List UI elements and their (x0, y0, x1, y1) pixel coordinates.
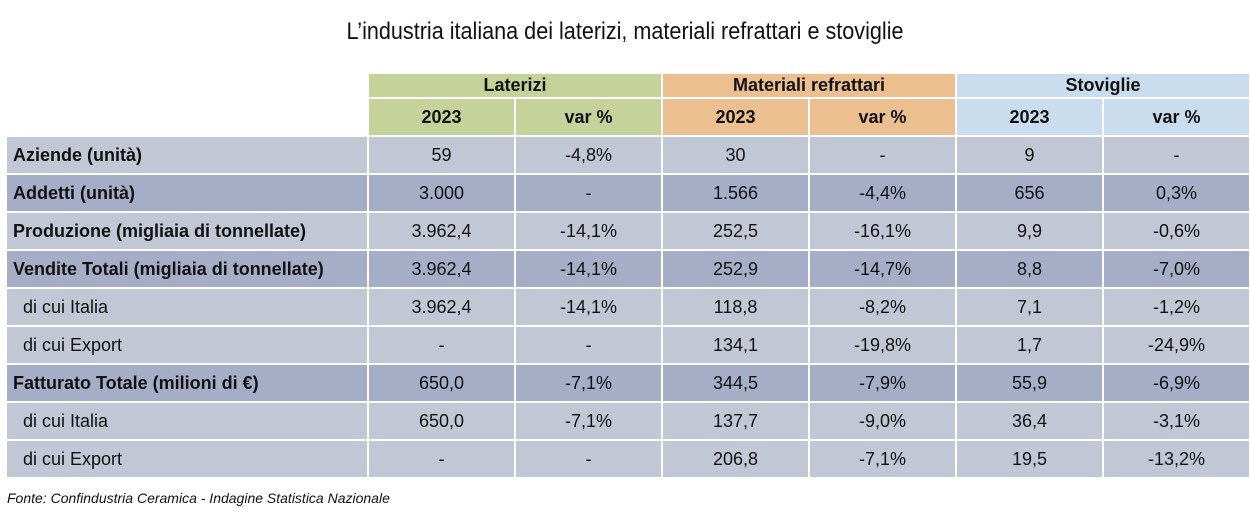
table-cell: -8,2% (810, 289, 955, 325)
row-label: Fatturato Totale (milioni di €) (7, 365, 367, 401)
row-label: di cui Italia (7, 289, 367, 325)
row-label: Addetti (unità) (7, 175, 367, 211)
table-cell: -13,2% (1104, 441, 1249, 477)
table-cell: 3.962,4 (369, 213, 514, 249)
table-cell: - (369, 441, 514, 477)
table-cell: -14,7% (810, 251, 955, 287)
table-cell: 252,9 (663, 251, 808, 287)
year-header: 2023 (369, 99, 514, 135)
table-cell: 3.962,4 (369, 289, 514, 325)
var-header: var % (516, 99, 661, 135)
table-cell: 252,5 (663, 213, 808, 249)
row-label: Vendite Totali (migliaia di tonnellate) (7, 251, 367, 287)
table-cell: 30 (663, 137, 808, 173)
table-cell: -7,1% (810, 441, 955, 477)
year-header: 2023 (957, 99, 1102, 135)
var-header: var % (810, 99, 955, 135)
table-cell: 656 (957, 175, 1102, 211)
table-cell: -7,1% (516, 365, 661, 401)
table-cell: -16,1% (810, 213, 955, 249)
table-cell: 19,5 (957, 441, 1102, 477)
table-cell: 0,3% (1104, 175, 1249, 211)
row-label: Aziende (unità) (7, 137, 367, 173)
table-cell: -4,4% (810, 175, 955, 211)
table-cell: 59 (369, 137, 514, 173)
table-cell: - (516, 327, 661, 363)
table-cell: - (369, 327, 514, 363)
table-cell: -7,0% (1104, 251, 1249, 287)
table-cell: -14,1% (516, 213, 661, 249)
table-cell: 8,8 (957, 251, 1102, 287)
table-cell: -14,1% (516, 251, 661, 287)
group-header: Stoviglie (957, 74, 1249, 97)
table-cell: 9 (957, 137, 1102, 173)
table-cell: -0,6% (1104, 213, 1249, 249)
table-cell: 137,7 (663, 403, 808, 439)
table-cell: 344,5 (663, 365, 808, 401)
table-cell: 55,9 (957, 365, 1102, 401)
table-cell: 118,8 (663, 289, 808, 325)
table-cell: 1.566 (663, 175, 808, 211)
table-cell: -7,9% (810, 365, 955, 401)
table-cell: 3.000 (369, 175, 514, 211)
row-label: di cui Export (7, 441, 367, 477)
source-note: Fonte: Confindustria Ceramica - Indagine… (7, 490, 390, 506)
group-header: Materiali refrattari (663, 74, 955, 97)
table-cell: -19,8% (810, 327, 955, 363)
var-header: var % (1104, 99, 1249, 135)
row-label: Produzione (migliaia di tonnellate) (7, 213, 367, 249)
table-cell: 36,4 (957, 403, 1102, 439)
table-cell: -24,9% (1104, 327, 1249, 363)
table-cell: 650,0 (369, 403, 514, 439)
table-title: L’industria italiana dei laterizi, mater… (346, 18, 904, 45)
table-cell: 1,7 (957, 327, 1102, 363)
table-cell: -1,2% (1104, 289, 1249, 325)
table-cell: - (516, 441, 661, 477)
table-cell: 134,1 (663, 327, 808, 363)
table-cell: -4,8% (516, 137, 661, 173)
row-label: di cui Export (7, 327, 367, 363)
table-cell: - (1104, 137, 1249, 173)
table-cell: 3.962,4 (369, 251, 514, 287)
table-cell: -9,0% (810, 403, 955, 439)
table-cell: - (516, 175, 661, 211)
table-cell: 7,1 (957, 289, 1102, 325)
year-header: 2023 (663, 99, 808, 135)
row-label: di cui Italia (7, 403, 367, 439)
table-cell: 206,8 (663, 441, 808, 477)
table-cell: - (810, 137, 955, 173)
table-cell: -6,9% (1104, 365, 1249, 401)
group-header: Laterizi (369, 74, 661, 97)
table-cell: -3,1% (1104, 403, 1249, 439)
table-cell: -7,1% (516, 403, 661, 439)
table-cell: -14,1% (516, 289, 661, 325)
table-cell: 650,0 (369, 365, 514, 401)
table-cell: 9,9 (957, 213, 1102, 249)
